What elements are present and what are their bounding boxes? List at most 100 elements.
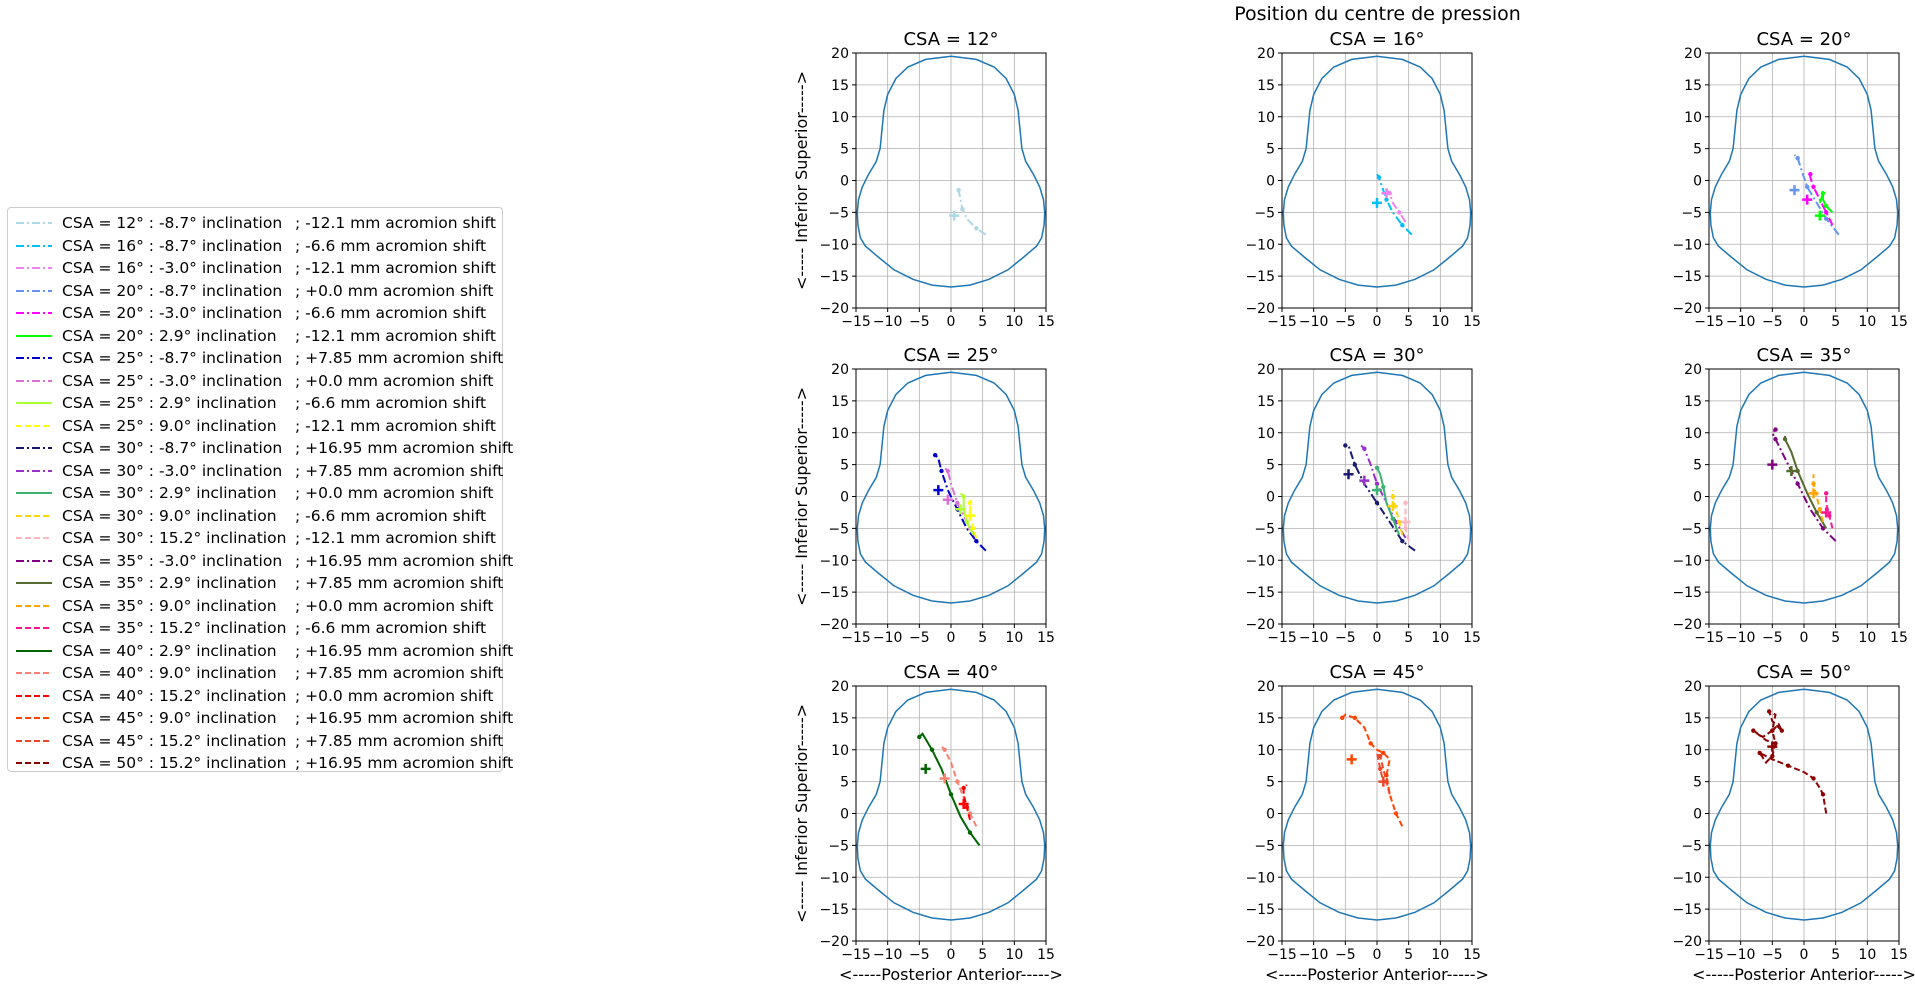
data-point: [974, 538, 979, 544]
data-point: [1820, 526, 1826, 531]
legend-csa-label: CSA = 20° : 2.9° inclination: [62, 326, 277, 345]
start-marker: [1343, 469, 1354, 480]
x-tick-label: 0: [1373, 947, 1382, 963]
start-marker: [1767, 459, 1778, 470]
x-tick-label: −10: [873, 947, 903, 963]
data-point: [1773, 427, 1778, 432]
x-tick-label: 5: [978, 314, 987, 330]
data-point: [939, 468, 944, 474]
x-tick-label: 0: [1800, 630, 1809, 646]
x-tick-label: 15: [1037, 947, 1055, 963]
start-marker: [1786, 466, 1797, 476]
series-line: [1809, 174, 1834, 226]
y-tick-label: −20: [1672, 617, 1702, 633]
x-tick-label: 15: [1890, 947, 1908, 963]
y-tick-label: −10: [819, 237, 849, 253]
data-point: [1770, 728, 1775, 733]
legend-csa-label: CSA = 40° : 15.2° inclination: [62, 686, 287, 705]
y-tick-label: −15: [1672, 269, 1702, 285]
y-tick-label: −20: [1245, 934, 1275, 950]
data-point: [1374, 500, 1380, 506]
data-point: [1823, 203, 1829, 209]
x-tick-label: −15: [841, 630, 871, 646]
y-tick-label: −15: [819, 902, 849, 918]
start-marker: [1821, 507, 1832, 518]
data-point: [1396, 519, 1402, 525]
figure-title: Position du centre de pression: [1234, 3, 1521, 25]
data-point: [1770, 753, 1775, 759]
data-point: [1820, 792, 1826, 797]
x-tick-label: −10: [1299, 314, 1329, 330]
legend-swatch: [16, 312, 52, 314]
legend-entry: CSA = 25° : -8.7° inclination ; +7.85 mm …: [16, 347, 503, 369]
x-tick-label: 5: [1404, 314, 1413, 330]
start-marker: [1767, 741, 1778, 752]
y-tick-label: 10: [831, 743, 849, 759]
data-point: [1390, 494, 1396, 499]
y-tick-label: −5: [1254, 205, 1275, 221]
y-axis-label: <----- Inferior Superior----->: [792, 704, 811, 923]
data-point: [956, 187, 961, 193]
data-point: [1396, 210, 1402, 215]
data-point: [1773, 436, 1778, 442]
legend-entry: CSA = 30° : -3.0° inclination ; +7.85 mm …: [16, 460, 503, 482]
start-marker: [958, 798, 969, 809]
legend-csa-label: CSA = 16° : -3.0° inclination: [62, 259, 283, 277]
y-tick-label: −10: [1672, 870, 1702, 886]
y-tick-label: −10: [1245, 870, 1275, 886]
y-tick-label: 10: [831, 426, 849, 442]
y-tick-label: 20: [1257, 362, 1275, 378]
legend-shift-label: ; +16.95 mm acromion shift: [295, 709, 514, 727]
x-tick-label: 15: [1463, 314, 1481, 330]
y-tick-label: −20: [1245, 617, 1275, 633]
y-tick-label: 5: [1693, 142, 1702, 158]
x-tick-label: −5: [1762, 947, 1783, 963]
legend-entry: CSA = 12° : -8.7° inclination ; -12.1 mm …: [16, 212, 496, 234]
y-tick-label: 15: [831, 711, 849, 727]
x-tick-label: −15: [1694, 630, 1724, 646]
data-point: [1827, 513, 1832, 518]
y-tick-label: 20: [1684, 46, 1702, 62]
x-tick-label: 0: [947, 314, 956, 330]
y-tick-label: 15: [1257, 394, 1275, 410]
x-tick-label: 15: [1890, 314, 1908, 330]
x-tick-label: 0: [947, 630, 956, 646]
y-tick-label: 5: [1266, 775, 1275, 791]
series-line: [1784, 435, 1828, 529]
y-tick-label: −15: [1245, 585, 1275, 601]
x-tick-label: 5: [1404, 947, 1413, 963]
legend-csa-label: CSA = 35° : 9.0° inclination: [62, 596, 277, 615]
start-marker: [942, 494, 953, 505]
glenoid-outline: [856, 371, 1046, 604]
y-tick-label: −10: [1245, 553, 1275, 569]
y-tick-label: 5: [1266, 458, 1275, 474]
start-marker: [1346, 754, 1357, 765]
legend-shift-label: ; -6.6 mm acromion shift: [295, 506, 487, 525]
y-tick-label: −5: [1681, 205, 1702, 221]
data-point: [964, 804, 970, 810]
chart-title: CSA = 40°: [903, 662, 998, 683]
glenoid-outline: [1282, 371, 1472, 604]
legend-csa-label: CSA = 25° : -3.0° inclination: [62, 371, 283, 390]
legend-entry: CSA = 50° : 15.2° inclination ; +16.95 mm…: [16, 752, 513, 774]
x-tick-label: 0: [1800, 314, 1809, 330]
data-point: [1390, 516, 1396, 522]
legend-shift-label: ; -6.6 mm acromion shift: [295, 236, 487, 255]
y-tick-label: 5: [840, 775, 849, 791]
x-tick-label: 15: [1037, 314, 1055, 330]
legend-csa-label: CSA = 30° : -3.0° inclination: [62, 461, 283, 480]
y-tick-label: 0: [840, 174, 849, 190]
x-tick-label: −5: [909, 947, 930, 963]
y-tick-label: −10: [1245, 237, 1275, 253]
y-tick-label: 10: [1257, 110, 1275, 126]
legend-shift-label: ; +16.95 mm acromion shift: [295, 641, 514, 660]
y-tick-label: −20: [819, 617, 849, 633]
chart-title: CSA = 12°: [903, 29, 998, 50]
y-tick-label: −5: [828, 521, 849, 537]
data-point: [929, 747, 935, 752]
legend-shift-label: ; -6.6 mm acromion shift: [295, 619, 487, 637]
y-tick-label: −20: [819, 301, 849, 317]
start-marker: [1814, 210, 1825, 221]
x-axis-label: <-----Posterior Anterior----->: [1265, 965, 1489, 984]
